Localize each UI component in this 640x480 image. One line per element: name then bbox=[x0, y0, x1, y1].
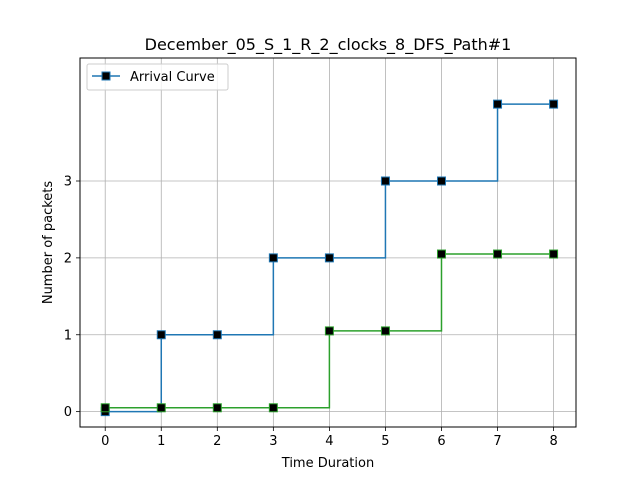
legend: Arrival Curve bbox=[86, 63, 229, 91]
y-tick-label: 3 bbox=[64, 175, 72, 190]
x-tick-label: 8 bbox=[549, 434, 557, 449]
x-tick-label: 2 bbox=[213, 434, 221, 449]
series-1-point bbox=[268, 403, 278, 413]
series-0-point bbox=[156, 330, 166, 340]
series-0-point bbox=[436, 176, 446, 186]
legend-box bbox=[86, 63, 229, 91]
y-tick-label: 1 bbox=[64, 328, 72, 343]
y-tick-label: 0 bbox=[64, 405, 72, 420]
x-tick-label: 7 bbox=[493, 434, 501, 449]
x-tick-label: 1 bbox=[157, 434, 165, 449]
x-tick-label: 5 bbox=[381, 434, 389, 449]
x-axis-label: Time Duration bbox=[281, 456, 374, 471]
series-0-point bbox=[549, 99, 559, 109]
x-tick-label: 3 bbox=[269, 434, 277, 449]
series-1-point bbox=[100, 403, 110, 413]
series-1-point bbox=[493, 249, 503, 259]
series-1-point bbox=[380, 326, 390, 336]
plot-frame bbox=[79, 57, 577, 428]
series-1-point bbox=[324, 326, 334, 336]
chart-title: December_05_S_1_R_2_clocks_8_DFS_Path#1 bbox=[145, 35, 512, 55]
series-0-point bbox=[268, 253, 278, 263]
y-axis-label: Number of packets bbox=[41, 181, 56, 305]
series-0-point bbox=[493, 99, 503, 109]
legend-entry-arrival-curve: Arrival Curve bbox=[130, 70, 215, 85]
series-1-line bbox=[102, 253, 554, 409]
x-tick-label: 0 bbox=[101, 434, 109, 449]
series-layer bbox=[100, 99, 559, 417]
series-0-point bbox=[324, 253, 334, 263]
series-1-point bbox=[436, 249, 446, 259]
series-0-point bbox=[212, 330, 222, 340]
x-tick-label: 6 bbox=[437, 434, 445, 449]
series-0-point bbox=[380, 176, 390, 186]
x-tick-label: 4 bbox=[325, 434, 333, 449]
series-1-point bbox=[156, 403, 166, 413]
series-1-point bbox=[549, 249, 559, 259]
legend-marker bbox=[101, 71, 111, 81]
series-1-point bbox=[212, 403, 222, 413]
ticks: 0 1 2 3 4 5 6 7 8 0 1 2 3 bbox=[64, 175, 558, 450]
y-tick-label: 2 bbox=[64, 251, 72, 266]
